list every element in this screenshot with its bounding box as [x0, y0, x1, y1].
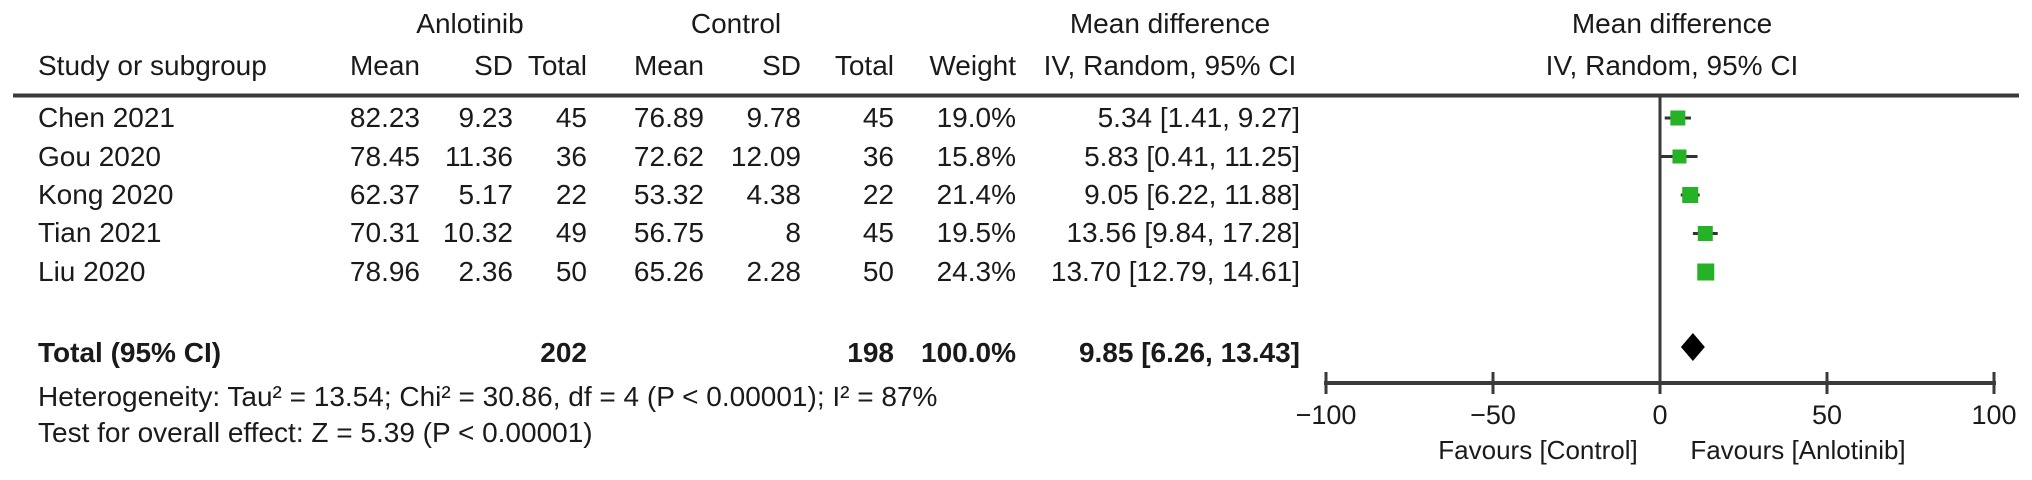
ci-value: 5.34 [1.41, 9.27]: [1097, 102, 1300, 133]
col-header-ci-text: IV, Random, 95% CI: [1043, 50, 1297, 81]
study-label: Kong 2020: [38, 179, 174, 210]
group-header-control: Control: [690, 8, 782, 39]
col-header-weight: Weight: [929, 50, 1016, 81]
favours-right-label: Favours [Anlotinib]: [1690, 435, 1905, 465]
sd-anlotinib: 11.36: [445, 141, 513, 172]
mean-control: 76.89: [633, 102, 704, 133]
total-control: 45: [862, 102, 894, 133]
study-label: Gou 2020: [38, 141, 161, 172]
col-header-mean-control: Mean: [633, 50, 704, 81]
col-header-sd-anlotinib: SD: [474, 50, 513, 81]
col-header-ci-plot: IV, Random, 95% CI: [1545, 50, 1799, 81]
total-row: Total (95% CI) 202 198 100.0% 9.85 [6.26…: [0, 339, 2032, 367]
mean-control: 65.26: [633, 256, 704, 287]
mean-difference-column-title: Mean difference: [1069, 8, 1271, 39]
table-row: Gou 2020 78.45 11.36 36 72.62 12.09 36 1…: [0, 143, 2032, 171]
mean-anlotinib: 82.23: [349, 102, 420, 133]
sd-control: 12.09: [730, 141, 801, 172]
ci-value: 5.83 [0.41, 11.25]: [1084, 141, 1300, 172]
weight-value: 15.8%: [936, 141, 1016, 172]
sd-control: 9.78: [746, 102, 802, 133]
table-row: Tian 2021 70.31 10.32 49 56.75 8 45 19.5…: [0, 219, 2032, 247]
total-diamond: [1680, 333, 1705, 361]
total-control: 50: [862, 256, 894, 287]
study-label: Chen 2021: [38, 102, 176, 133]
total-n-anlotinib: 202: [540, 337, 587, 368]
sd-anlotinib: 2.36: [458, 256, 514, 287]
weight-value: 19.5%: [936, 217, 1016, 248]
sd-control: 2.28: [746, 256, 802, 287]
col-header-study: Study or subgroup: [38, 50, 267, 81]
study-marker: [1670, 110, 1686, 126]
study-marker: [1682, 187, 1699, 203]
axis-tick-label: 50: [1812, 400, 1842, 430]
mean-anlotinib: 70.31: [349, 217, 420, 248]
weight-value: 24.3%: [936, 256, 1016, 287]
mean-control: 53.32: [633, 179, 704, 210]
ci-value: 9.05 [6.22, 11.88]: [1084, 179, 1300, 210]
ci-value: 13.70 [12.79, 14.61]: [1050, 256, 1300, 287]
favours-left-label: Favours [Control]: [1438, 435, 1637, 465]
weight-value: 21.4%: [936, 179, 1016, 210]
mean-control: 56.75: [633, 217, 704, 248]
mean-difference-plot-title: Mean difference: [1571, 8, 1773, 39]
total-anlotinib: 49: [555, 217, 587, 248]
heterogeneity-text: Heterogeneity: Tau² = 13.54; Chi² = 30.8…: [38, 381, 938, 412]
total-anlotinib: 45: [555, 102, 587, 133]
total-n-control: 198: [847, 337, 894, 368]
overall-effect-text: Test for overall effect: Z = 5.39 (P < 0…: [38, 417, 593, 448]
mean-control: 72.62: [633, 141, 704, 172]
axis-tick-label: 0: [1652, 400, 1667, 430]
axis-tick-label: 100: [1971, 400, 2016, 430]
table-row: Chen 2021 82.23 9.23 45 76.89 9.78 45 19…: [0, 104, 2032, 132]
column-header-row: Study or subgroup Mean SD Total Mean SD …: [0, 52, 2032, 80]
table-row: Liu 2020 78.96 2.36 50 65.26 2.28 50 24.…: [0, 258, 2032, 286]
table-row: Kong 2020 62.37 5.17 22 53.32 4.38 22 21…: [0, 181, 2032, 209]
sd-control: 4.38: [746, 179, 802, 210]
total-control: 45: [862, 217, 894, 248]
total-anlotinib: 22: [555, 179, 587, 210]
col-header-total-control: Total: [834, 50, 894, 81]
sd-anlotinib: 9.23: [458, 102, 514, 133]
study-marker: [1697, 226, 1713, 241]
total-anlotinib: 50: [555, 256, 587, 287]
axis-tick-label: −100: [1296, 400, 1357, 430]
weight-value: 19.0%: [936, 102, 1016, 133]
sd-control: 8: [785, 217, 801, 248]
ci-value: 13.56 [9.84, 17.28]: [1066, 217, 1300, 248]
study-marker: [1697, 263, 1715, 281]
study-label: Liu 2020: [38, 256, 146, 287]
sd-anlotinib: 5.17: [458, 179, 514, 210]
study-marker: [1672, 149, 1687, 164]
total-ci: 9.85 [6.26, 13.43]: [1078, 337, 1300, 368]
mean-anlotinib: 78.96: [349, 256, 420, 287]
total-weight: 100.0%: [921, 337, 1016, 368]
study-label: Tian 2021: [38, 217, 162, 248]
col-header-total-anlotinib: Total: [527, 50, 587, 81]
col-header-mean-anlotinib: Mean: [349, 50, 420, 81]
total-control: 36: [862, 141, 894, 172]
total-control: 22: [862, 179, 894, 210]
mean-anlotinib: 62.37: [349, 179, 420, 210]
axis-tick-label: −50: [1470, 400, 1516, 430]
total-label: Total (95% CI): [38, 337, 222, 368]
mean-anlotinib: 78.45: [349, 141, 420, 172]
col-header-sd-control: SD: [762, 50, 801, 81]
sd-anlotinib: 10.32: [442, 217, 513, 248]
total-anlotinib: 36: [555, 141, 587, 172]
group-header-anlotinib: Anlotinib: [416, 8, 524, 39]
